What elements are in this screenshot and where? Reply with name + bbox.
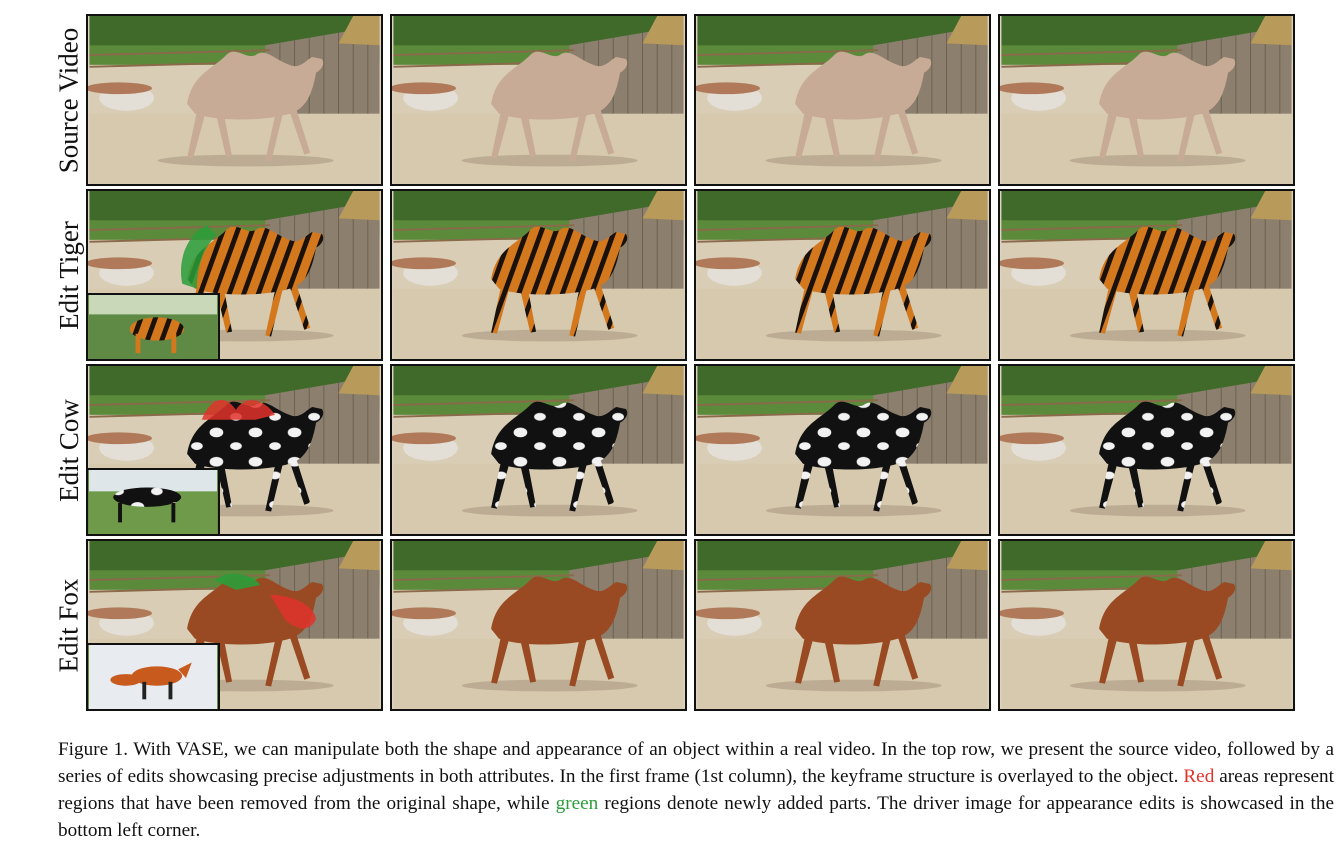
- added-region-overlay: [180, 225, 217, 289]
- row-label-source-video: Source Video: [53, 27, 84, 173]
- cow-frame-3: [694, 364, 991, 536]
- added-region-overlay: [214, 573, 261, 590]
- row-label-edit-cow: Edit Cow: [53, 398, 84, 502]
- fox-frame-2: [390, 539, 687, 711]
- tiger-driver-image: [88, 293, 220, 359]
- tiger-frame-3: [694, 189, 991, 361]
- source-frame-3: [694, 14, 991, 186]
- removed-region-overlay: [270, 594, 317, 629]
- cow-frame-2: [390, 364, 687, 536]
- source-frame-1: [86, 14, 383, 186]
- removed-region-overlay: [201, 399, 276, 420]
- tiger-frame-4: [998, 189, 1295, 361]
- fox-driver-image: [88, 643, 220, 709]
- caption-part3: regions denote newly added parts. The dr…: [58, 793, 1334, 841]
- row-label-edit-fox: Edit Fox: [53, 578, 84, 672]
- caption-red-word: Red: [1183, 766, 1215, 787]
- cow-frame-1: [86, 364, 383, 536]
- cow-driver-image: [88, 468, 220, 534]
- tiger-frame-1: [86, 189, 383, 361]
- figure-caption: Figure 1. With VASE, we can manipulate b…: [58, 736, 1334, 844]
- caption-part2: areas represent regions that have been r…: [58, 766, 1334, 814]
- caption-green-word: green: [555, 793, 599, 814]
- fox-frame-4: [998, 539, 1295, 711]
- caption-part1: Figure 1. With VASE, we can manipulate b…: [58, 739, 1334, 787]
- cow-frame-4: [998, 364, 1295, 536]
- fox-frame-3: [694, 539, 991, 711]
- row-label-edit-tiger: Edit Tiger: [53, 220, 84, 330]
- fox-frame-1: [86, 539, 383, 711]
- source-frame-4: [998, 14, 1295, 186]
- source-frame-2: [390, 14, 687, 186]
- tiger-frame-2: [390, 189, 687, 361]
